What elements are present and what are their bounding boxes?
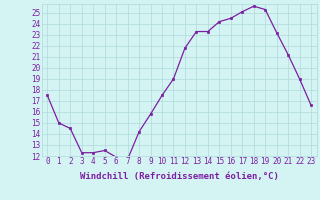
X-axis label: Windchill (Refroidissement éolien,°C): Windchill (Refroidissement éolien,°C) (80, 172, 279, 181)
